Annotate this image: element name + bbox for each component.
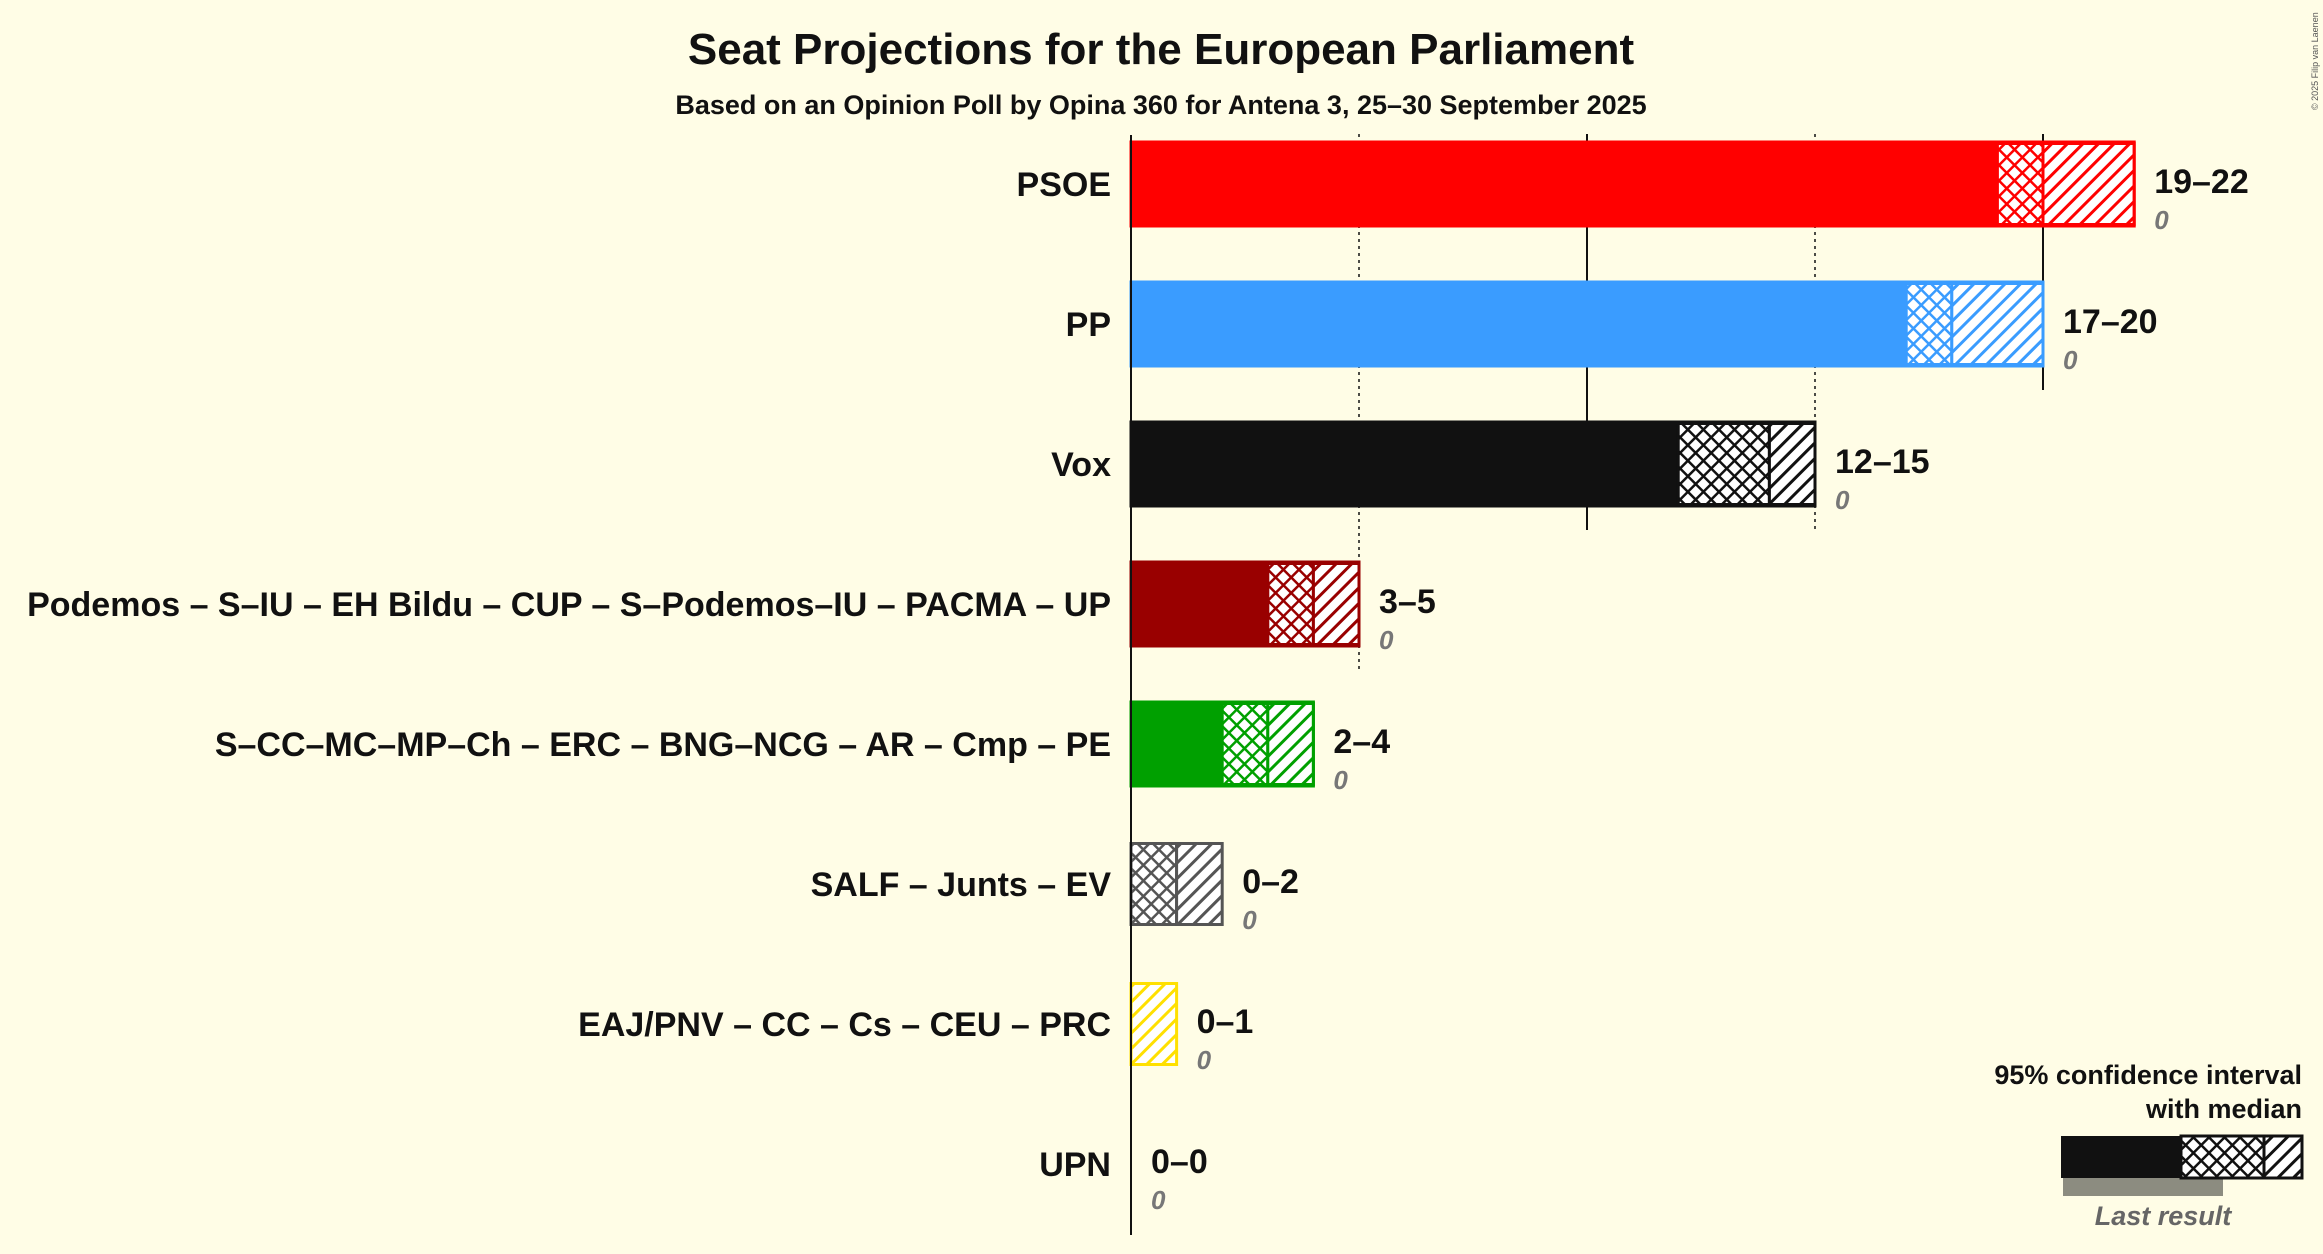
last-result-label: 0 [2063,345,2078,375]
party-label: PSOE [1017,166,1111,204]
last-result-label: 0 [1242,905,1257,935]
bar-solid [1131,422,1679,506]
party-label: PP [1066,306,1111,344]
bar-median-hatch [1220,702,1270,786]
bar-upper-hatch [1767,422,1817,506]
bar-solid [1131,702,1223,786]
bars-group: PSOE 19–22 0 PP 17–20 0 Vox 12–15 0 Podemos – S–I… [27,140,2249,1215]
range-label: 12–15 [1835,443,1930,481]
legend: 95% confidence interval with median Last… [1994,1060,2304,1231]
bar-upper-hatch [1129,982,1179,1066]
range-label: 3–5 [1379,583,1436,621]
range-label: 0–0 [1151,1143,1208,1181]
party-row: SALF – Junts – EV 0–2 0 [811,842,1299,935]
party-label: SALF – Junts – EV [811,866,1112,904]
bar-upper-hatch [1311,562,1361,646]
chart-title: Seat Projections for the European Parlia… [688,25,1635,74]
range-label: 19–22 [2154,163,2249,201]
party-label: Vox [1051,446,1111,484]
party-row: Podemos – S–IU – EH Bildu – CUP – S–Pode… [27,560,1436,655]
last-result-label: 0 [1197,1045,1212,1075]
bar-median-hatch [1129,842,1179,926]
party-label: UPN [1039,1146,1111,1184]
bar-solid [1131,562,1268,646]
legend-last-result: Last result [2095,1201,2233,1231]
party-row: EAJ/PNV – CC – Cs – CEU – PRC 0–1 0 [578,982,1254,1075]
party-row: PP 17–20 0 [1066,280,2158,375]
last-result-label: 0 [1333,765,1348,795]
bar-median-hatch [1266,562,1315,646]
legend-solid-bar [2061,1136,2181,1178]
party-row: S–CC–MC–MP–Ch – ERC – BNG–NCG – AR – Cmp… [215,700,1390,795]
legend-median-hatch [2179,1134,2266,1180]
bar-median-hatch [1904,282,1954,366]
last-result-label: 0 [1835,485,1850,515]
legend-line1: 95% confidence interval [1994,1060,2302,1090]
bar-upper-hatch [1266,702,1315,786]
range-label: 2–4 [1333,723,1390,761]
party-label: S–CC–MC–MP–Ch – ERC – BNG–NCG – AR – Cmp… [215,726,1111,764]
bar-median-hatch [1676,422,1771,506]
legend-line2: with median [2145,1094,2302,1124]
party-label: EAJ/PNV – CC – Cs – CEU – PRC [578,1006,1111,1044]
bar-upper-hatch [1950,282,2045,366]
range-label: 0–2 [1242,863,1299,901]
party-row: Vox 12–15 0 [1051,420,1930,515]
last-result-label: 0 [1151,1185,1166,1215]
range-label: 0–1 [1197,1003,1254,1041]
bar-solid [1131,142,1998,226]
bar-upper-hatch [1175,842,1224,926]
party-row: UPN 0–0 0 [1039,1143,1208,1215]
bar-upper-hatch [2041,142,2136,226]
party-label: Podemos – S–IU – EH Bildu – CUP – S–Pode… [27,586,1111,624]
legend-upper-hatch [2262,1134,2304,1180]
party-row: PSOE 19–22 0 [1017,140,2249,235]
chart-subtitle: Based on an Opinion Poll by Opina 360 fo… [675,90,1646,120]
bar-median-hatch [1995,142,2045,226]
last-result-label: 0 [2154,205,2169,235]
bar-solid [1131,282,1907,366]
copyright-text: © 2025 Filip van Laenen [2310,12,2320,110]
last-result-label: 0 [1379,625,1394,655]
range-label: 17–20 [2063,303,2158,341]
